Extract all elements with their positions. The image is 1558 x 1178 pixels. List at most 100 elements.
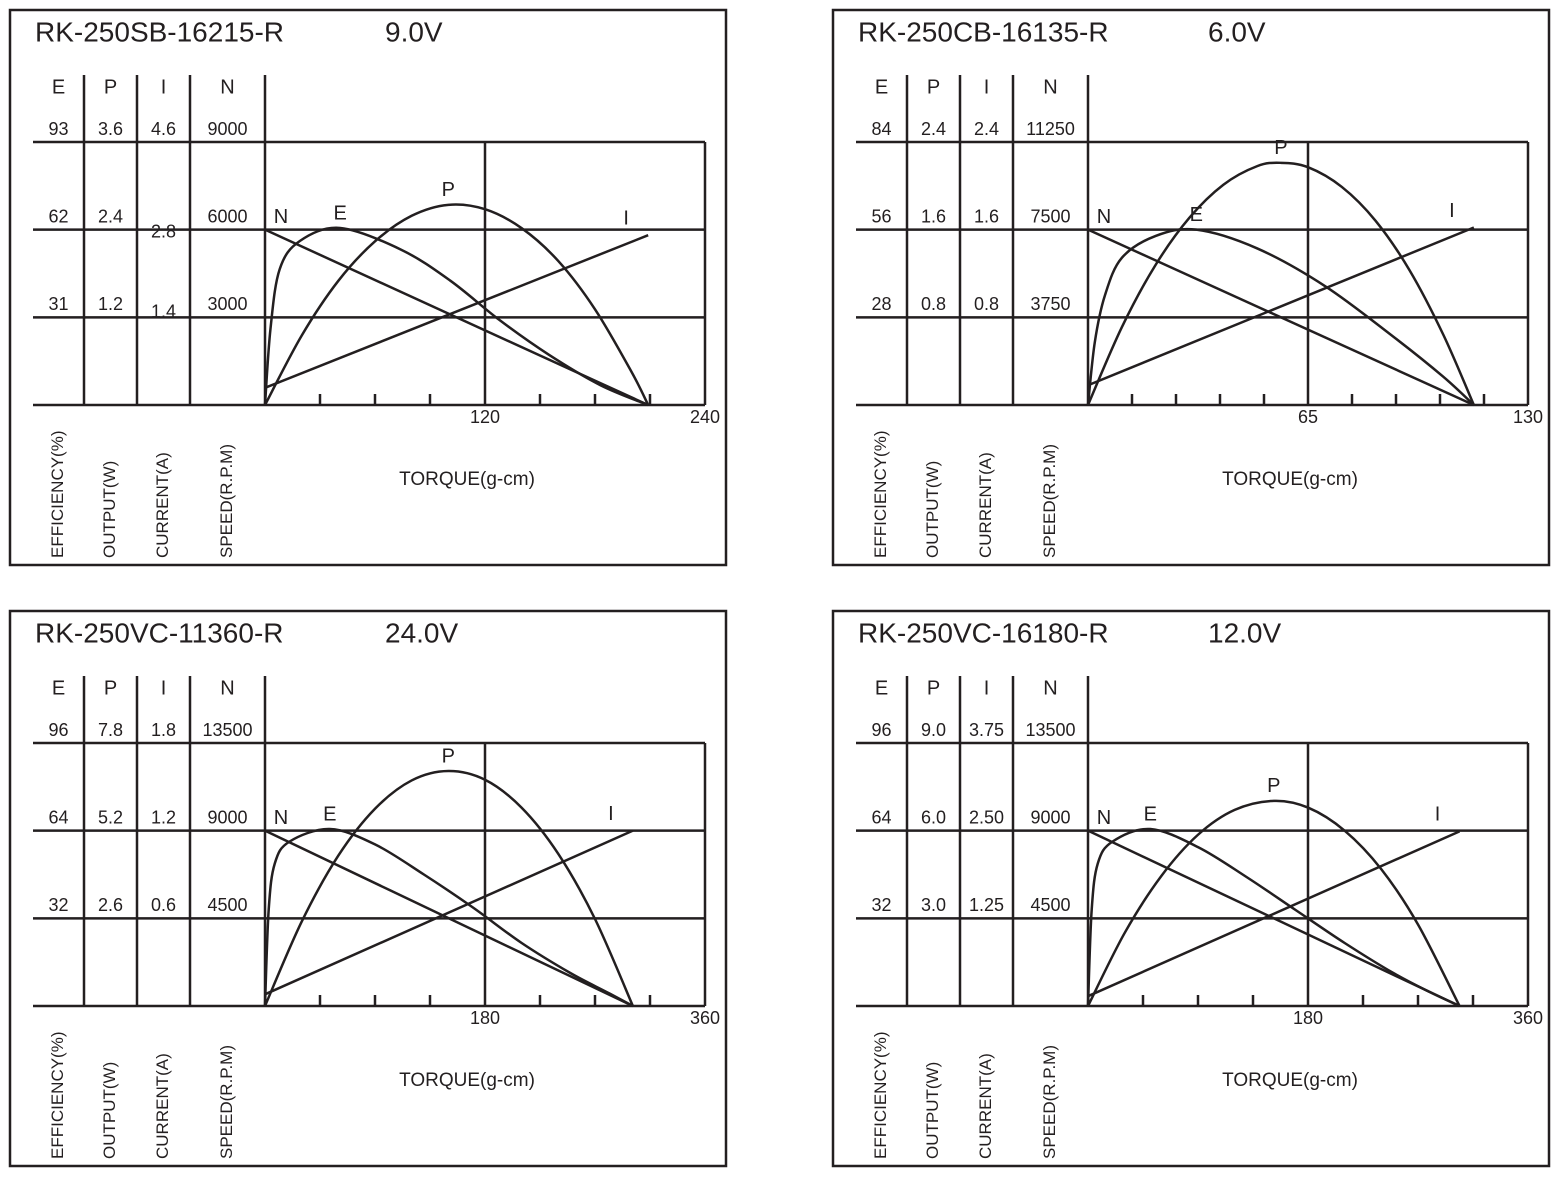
axis-label: CURRENT(A)	[153, 452, 172, 558]
curve-label: E	[1190, 204, 1203, 226]
x-axis-label: TORQUE(g-cm)	[399, 1070, 535, 1091]
curve	[1087, 228, 1475, 407]
chart-title: RK-250CB-16135-R	[858, 16, 1109, 47]
y-tick-label: 3.6	[98, 119, 123, 139]
curve	[1087, 830, 1461, 998]
y-tick-label: 11250	[1026, 119, 1075, 139]
axis-label: EFFICIENCY(%)	[48, 1032, 67, 1160]
curve	[1086, 227, 1475, 406]
y-tick-label: 0.6	[151, 895, 176, 915]
y-tick-label: 4.6	[151, 119, 176, 139]
curve-label: I	[623, 207, 629, 229]
curve-label: I	[1449, 200, 1455, 222]
curve-label: N	[274, 807, 288, 829]
axis-label: OUTPUT(W)	[100, 1062, 119, 1159]
y-tick-label: 62	[48, 206, 68, 226]
chart-title: RK-250SB-16215-R	[35, 16, 284, 47]
axis-letter: I	[984, 677, 990, 699]
axis-letter: N	[1043, 76, 1057, 98]
axis-letter: P	[104, 76, 117, 98]
axis-label: SPEED(R.P.M)	[217, 1045, 236, 1159]
curve	[264, 234, 649, 390]
y-tick-label: 2.4	[921, 119, 946, 139]
curve	[263, 769, 635, 1007]
y-tick-label: 9000	[207, 807, 247, 827]
curve-label: P	[1267, 775, 1280, 797]
y-tick-label: 31	[48, 294, 68, 314]
voltage: 12.0V	[1208, 617, 1281, 648]
voltage: 6.0V	[1208, 16, 1266, 47]
axis-letter: N	[220, 677, 234, 699]
x-tick-label: 360	[690, 1008, 720, 1028]
panel	[831, 8, 1551, 567]
y-tick-label: 56	[871, 206, 891, 226]
curve	[1086, 161, 1475, 406]
motor-chart: RK-250SB-16215-R 9.0V E 31 62 93 EFFICIENCY(%)…	[8, 8, 728, 567]
curve-label: P	[1274, 137, 1287, 159]
axis-label: CURRENT(A)	[976, 452, 995, 558]
y-tick-label: 1.6	[921, 206, 946, 226]
curve-label: I	[608, 803, 614, 825]
y-tick-label: 1.4	[151, 302, 176, 322]
y-tick-label: 28	[871, 294, 891, 314]
curve-label: E	[333, 202, 346, 224]
axis-label: OUTPUT(W)	[923, 461, 942, 558]
y-tick-label: 0.8	[974, 294, 999, 314]
y-tick-label: 3000	[207, 294, 247, 314]
axis-letter: E	[875, 76, 888, 98]
y-tick-label: 2.4	[974, 119, 999, 139]
axis-letter: E	[52, 677, 65, 699]
y-tick-label: 13500	[1025, 720, 1075, 740]
panel	[831, 609, 1551, 1168]
y-tick-label: 6000	[207, 206, 247, 226]
axis-letter: P	[927, 76, 940, 98]
axis-letter: I	[984, 76, 990, 98]
y-tick-label: 32	[48, 895, 68, 915]
x-tick-label: 180	[1293, 1008, 1323, 1028]
y-tick-label: 1.2	[151, 807, 176, 827]
y-tick-label: 1.8	[151, 720, 176, 740]
curve-label: N	[274, 206, 288, 228]
curve	[263, 827, 634, 1008]
y-tick-label: 2.4	[98, 206, 123, 226]
y-tick-label: 84	[871, 119, 891, 139]
curve	[1086, 827, 1461, 1008]
x-tick-label: 120	[470, 407, 500, 427]
y-tick-label: 7.8	[98, 720, 123, 740]
axis-label: CURRENT(A)	[153, 1053, 172, 1159]
curve	[1086, 799, 1461, 1007]
x-axis-label: TORQUE(g-cm)	[1222, 469, 1358, 490]
y-tick-label: 13500	[202, 720, 252, 740]
y-tick-label: 93	[48, 119, 68, 139]
motor-chart: RK-250CB-16135-R 6.0V E 28 56 84 EFFICIENCY(%)…	[831, 8, 1551, 567]
axis-label: OUTPUT(W)	[100, 461, 119, 558]
curve-label: E	[1144, 803, 1157, 825]
axis-letter: N	[1043, 677, 1057, 699]
panel	[8, 8, 728, 567]
axis-label: SPEED(R.P.M)	[1040, 444, 1059, 558]
curve-label: I	[1435, 804, 1441, 826]
curve-label: N	[1097, 807, 1111, 829]
x-tick-label: 360	[1513, 1008, 1543, 1028]
axis-label: EFFICIENCY(%)	[871, 1032, 890, 1160]
y-tick-label: 1.25	[969, 895, 1004, 915]
curve-label: N	[1097, 206, 1111, 228]
curve-label: P	[442, 745, 455, 767]
motor-chart: RK-250VC-11360-R 24.0V E 32 64 96 EFFICIENCY(%…	[8, 609, 728, 1168]
y-tick-label: 3.0	[921, 895, 946, 915]
y-tick-label: 4500	[1030, 895, 1070, 915]
axis-letter: E	[52, 76, 65, 98]
axis-label: EFFICIENCY(%)	[48, 431, 67, 559]
axis-label: EFFICIENCY(%)	[871, 431, 890, 559]
y-tick-label: 32	[871, 895, 891, 915]
y-tick-label: 2.50	[969, 807, 1004, 827]
axis-letter: N	[220, 76, 234, 98]
x-tick-label: 130	[1513, 407, 1543, 427]
y-tick-label: 7500	[1030, 206, 1070, 226]
y-tick-label: 96	[871, 720, 891, 740]
curve-label: P	[442, 179, 455, 201]
y-tick-label: 1.2	[98, 294, 123, 314]
axis-letter: I	[161, 76, 167, 98]
axis-label: SPEED(R.P.M)	[217, 444, 236, 558]
